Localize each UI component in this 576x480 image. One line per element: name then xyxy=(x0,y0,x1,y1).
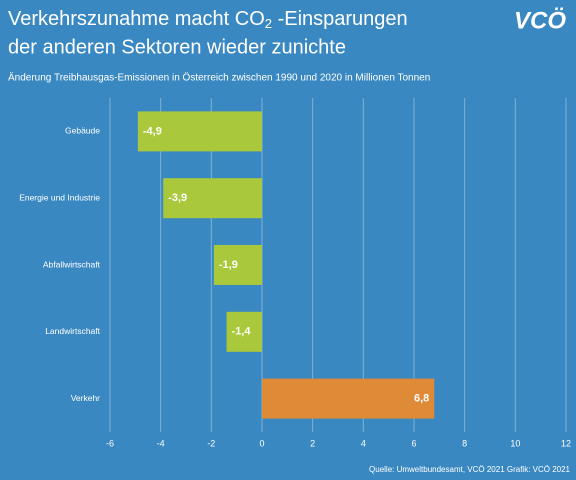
x-tick-label: 0 xyxy=(259,438,264,448)
y-tick-label: Abfallwirtschaft xyxy=(43,259,101,269)
logo: VCÖ xyxy=(514,7,566,34)
chart-title: der anderen Sektoren wieder zunichte xyxy=(8,36,346,58)
value-label: -4,9 xyxy=(143,125,162,137)
y-tick-label: Verkehr xyxy=(71,393,100,403)
value-label: -3,9 xyxy=(168,192,187,204)
y-tick-label: Energie und Industrie xyxy=(19,192,100,202)
bar xyxy=(262,378,435,419)
x-tick-label: 4 xyxy=(361,438,366,448)
title-part: Verkehrszunahme macht CO xyxy=(8,8,265,30)
x-tick-label: 6 xyxy=(411,438,416,448)
chart-title: Verkehrszunahme macht CO2 -Einsparungen xyxy=(8,8,408,31)
y-tick-label: Gebäude xyxy=(65,126,100,136)
title-subscript: 2 xyxy=(265,16,272,31)
source: Quelle: Umweltbundesamt, VCÖ 2021 Grafik… xyxy=(369,465,571,474)
title-part: -Einsparungen xyxy=(272,8,408,30)
y-tick-label: Landwirtschaft xyxy=(45,326,100,336)
x-tick-label: 10 xyxy=(510,438,520,448)
value-label: -1,4 xyxy=(232,326,252,338)
value-label: 6,8 xyxy=(414,393,429,405)
x-tick-label: 12 xyxy=(561,438,571,448)
x-tick-label: -6 xyxy=(106,438,114,448)
x-tick-label: -4 xyxy=(157,438,165,448)
x-tick-label: 8 xyxy=(462,438,467,448)
bar xyxy=(137,111,262,152)
bar xyxy=(226,311,262,352)
x-tick-label: 2 xyxy=(310,438,315,448)
value-label: -1,9 xyxy=(219,259,238,271)
x-tick-label: -2 xyxy=(207,438,215,448)
subtitle: Änderung Treibhausgas-Emissionen in Öste… xyxy=(8,72,430,84)
bar xyxy=(163,178,262,219)
bar xyxy=(213,245,262,285)
